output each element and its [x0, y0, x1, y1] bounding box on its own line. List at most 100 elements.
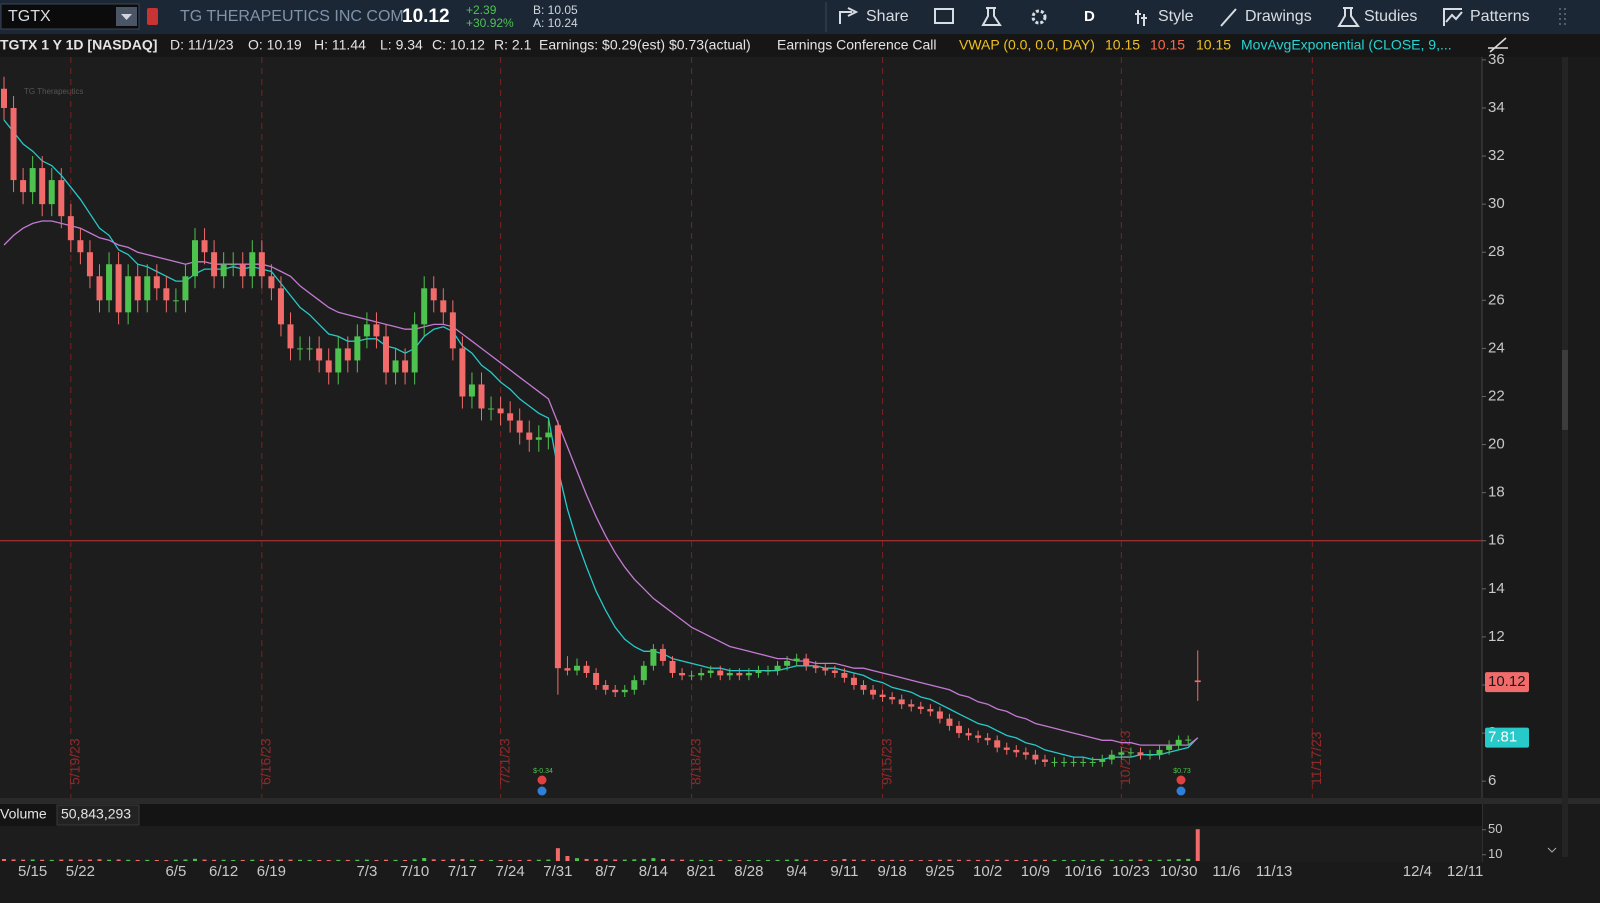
- x-tick-label: 7/3: [356, 863, 377, 880]
- ema-label: MovAvgExponential (CLOSE, 9,...: [1241, 37, 1452, 53]
- drawings-button[interactable]: Drawings: [1245, 8, 1312, 25]
- volume-bar: [546, 859, 551, 861]
- candle-body: [211, 252, 218, 277]
- flask-icon[interactable]: [981, 7, 1002, 26]
- volume-bar: [890, 859, 895, 861]
- patterns-icon: [1443, 8, 1463, 26]
- volume-bar: [737, 860, 742, 861]
- patterns-button[interactable]: Patterns: [1470, 8, 1530, 25]
- volume-bar: [1186, 858, 1191, 861]
- studies-button[interactable]: Studies: [1364, 8, 1417, 25]
- candle-body: [488, 408, 495, 410]
- volume-bar: [164, 860, 169, 861]
- x-tick-label: 8/14: [639, 863, 668, 880]
- dropdown-arrow: [121, 14, 132, 20]
- candle-body: [736, 672, 743, 676]
- vwap-value: 10.15: [1196, 37, 1231, 53]
- candle-body: [383, 336, 389, 373]
- aggregation[interactable]: D: [1084, 8, 1095, 25]
- company-name: TG THERAPEUTICS INC COM: [180, 8, 404, 25]
- volume-bar: [909, 860, 914, 861]
- vwap-value: 10.15: [1105, 37, 1140, 53]
- volume-bar: [384, 859, 388, 861]
- candle-body: [545, 432, 552, 438]
- x-tick-label: 8/28: [734, 863, 763, 880]
- candle-body: [20, 180, 27, 193]
- candle-body: [822, 668, 829, 671]
- volume-bar: [613, 859, 618, 861]
- collapse-icon[interactable]: [1547, 847, 1557, 853]
- ema-line: [3, 220, 1199, 746]
- candle-body: [268, 276, 275, 289]
- candle-body: [239, 264, 246, 277]
- y-tick-label: 28: [1488, 243, 1505, 260]
- candle-body: [249, 252, 256, 277]
- volume-bar: [355, 859, 360, 861]
- call-marker[interactable]: [537, 786, 547, 796]
- candle-body: [497, 408, 504, 414]
- share-icon: [839, 7, 859, 24]
- candle-body: [640, 665, 647, 681]
- menu-icon[interactable]: [1559, 8, 1566, 26]
- candle-body: [449, 312, 456, 349]
- candle-body: [870, 689, 877, 695]
- volume-bar: [278, 859, 283, 861]
- settings-icon[interactable]: [1031, 9, 1047, 25]
- volume-bar: [307, 859, 312, 861]
- candle-body: [258, 252, 265, 277]
- candle-body: [507, 413, 514, 421]
- candle-body: [1099, 759, 1106, 762]
- candle-body: [765, 670, 771, 672]
- candle-body: [421, 288, 428, 325]
- price-bubble-label: 7.81: [1488, 729, 1517, 746]
- candle-body: [316, 348, 323, 361]
- volume-bar: [985, 859, 990, 861]
- volume-bar: [288, 859, 293, 861]
- share-button[interactable]: Share: [866, 8, 909, 25]
- volume-bar: [651, 858, 656, 861]
- candle-layer: [1, 76, 1201, 767]
- candle-body: [220, 264, 227, 277]
- candle-body: [172, 300, 179, 302]
- calendar-icon[interactable]: [934, 8, 954, 24]
- volume-bar: [995, 859, 1000, 861]
- alert-flag[interactable]: [147, 8, 158, 25]
- call-marker[interactable]: [1176, 786, 1186, 796]
- style-button[interactable]: Style: [1158, 8, 1194, 25]
- candle-body: [831, 670, 838, 673]
- candle-body: [306, 348, 313, 350]
- symbol[interactable]: TGTX: [8, 8, 51, 25]
- volume-bar: [135, 859, 140, 861]
- earnings-marker[interactable]: [1176, 775, 1186, 785]
- volume-bar: [431, 859, 436, 861]
- price-bubble: [1485, 727, 1529, 748]
- candle-body: [48, 180, 55, 205]
- volume-bar: [508, 859, 513, 861]
- volume-bar: [804, 859, 809, 861]
- volume-bar: [575, 858, 579, 861]
- candle-body: [344, 348, 351, 361]
- vwap-label: VWAP (0.0, 0.0, DAY): [959, 37, 1095, 53]
- candle-body: [39, 168, 46, 205]
- y-tick-label: 34: [1488, 99, 1505, 116]
- header-date: D: 11/1/23: [170, 37, 234, 53]
- volume-label: Volume: [0, 806, 47, 822]
- volume-bar: [680, 859, 685, 861]
- drawing-tool-icon[interactable]: [1488, 37, 1508, 53]
- earnings-marker[interactable]: [537, 775, 547, 785]
- candle-body: [755, 670, 762, 673]
- scrollbar[interactable]: [1562, 57, 1568, 857]
- expiration-label: 11/17/23: [1308, 731, 1324, 785]
- volume-bar: [842, 859, 847, 861]
- candle-body: [889, 697, 896, 700]
- study-header: [0, 34, 1600, 57]
- style-icon: [1135, 10, 1147, 26]
- volume-bar: [1023, 860, 1028, 861]
- scroll-thumb[interactable]: [1562, 350, 1568, 430]
- volume-bar: [1042, 859, 1047, 861]
- volume-bar: [97, 859, 102, 861]
- candle-body: [325, 360, 332, 373]
- volume-bar: [976, 859, 981, 861]
- candle-body: [1185, 739, 1192, 741]
- candle-body: [468, 384, 475, 397]
